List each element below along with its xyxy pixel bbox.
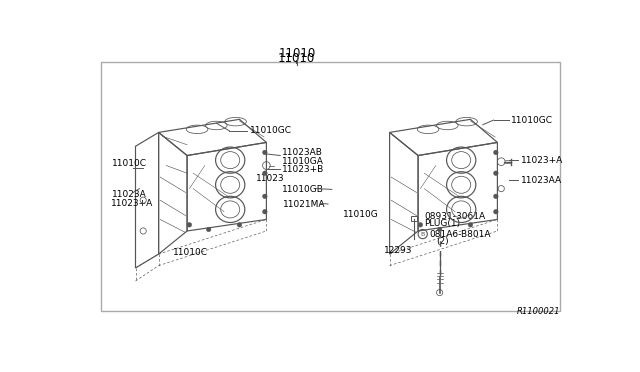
Text: PLUG(1): PLUG(1) [424, 219, 460, 228]
Text: 11010C: 11010C [172, 248, 207, 257]
Circle shape [262, 209, 267, 214]
Text: 11023+B: 11023+B [282, 165, 324, 174]
Text: 081A6-B801A: 081A6-B801A [429, 230, 491, 238]
Text: 11023AA: 11023AA [520, 176, 562, 185]
Text: R1100021: R1100021 [517, 307, 561, 316]
Text: 08931-3061A: 08931-3061A [424, 212, 485, 221]
Text: 11010: 11010 [277, 52, 315, 65]
Text: 11023+A: 11023+A [111, 199, 153, 208]
Text: 11010GC: 11010GC [511, 116, 553, 125]
Text: 11023+A: 11023+A [520, 155, 563, 165]
Circle shape [493, 194, 498, 199]
Text: 11010GC: 11010GC [250, 126, 291, 135]
Circle shape [418, 222, 422, 227]
Text: 11023A: 11023A [113, 189, 147, 199]
Circle shape [206, 227, 211, 232]
Text: (2): (2) [436, 237, 449, 246]
Text: 11021MA: 11021MA [284, 200, 326, 209]
Text: 11010: 11010 [278, 47, 316, 60]
Bar [411, 217, 417, 221]
Text: 11023: 11023 [255, 174, 284, 183]
Bar [101, 62, 559, 311]
Circle shape [237, 222, 242, 227]
Circle shape [187, 222, 192, 227]
Text: 11010GB: 11010GB [282, 185, 324, 194]
Circle shape [493, 171, 498, 176]
Circle shape [262, 171, 267, 176]
Circle shape [468, 222, 473, 227]
Circle shape [493, 209, 498, 214]
Text: 11010C: 11010C [113, 159, 147, 168]
Text: B: B [420, 231, 425, 237]
Circle shape [262, 150, 267, 155]
Text: 12293: 12293 [384, 246, 413, 255]
Text: 11023AB: 11023AB [282, 148, 323, 157]
Text: 11010GA: 11010GA [282, 157, 324, 166]
Circle shape [493, 150, 498, 155]
Circle shape [262, 194, 267, 199]
Text: 11010G: 11010G [344, 209, 379, 218]
Circle shape [437, 227, 442, 232]
